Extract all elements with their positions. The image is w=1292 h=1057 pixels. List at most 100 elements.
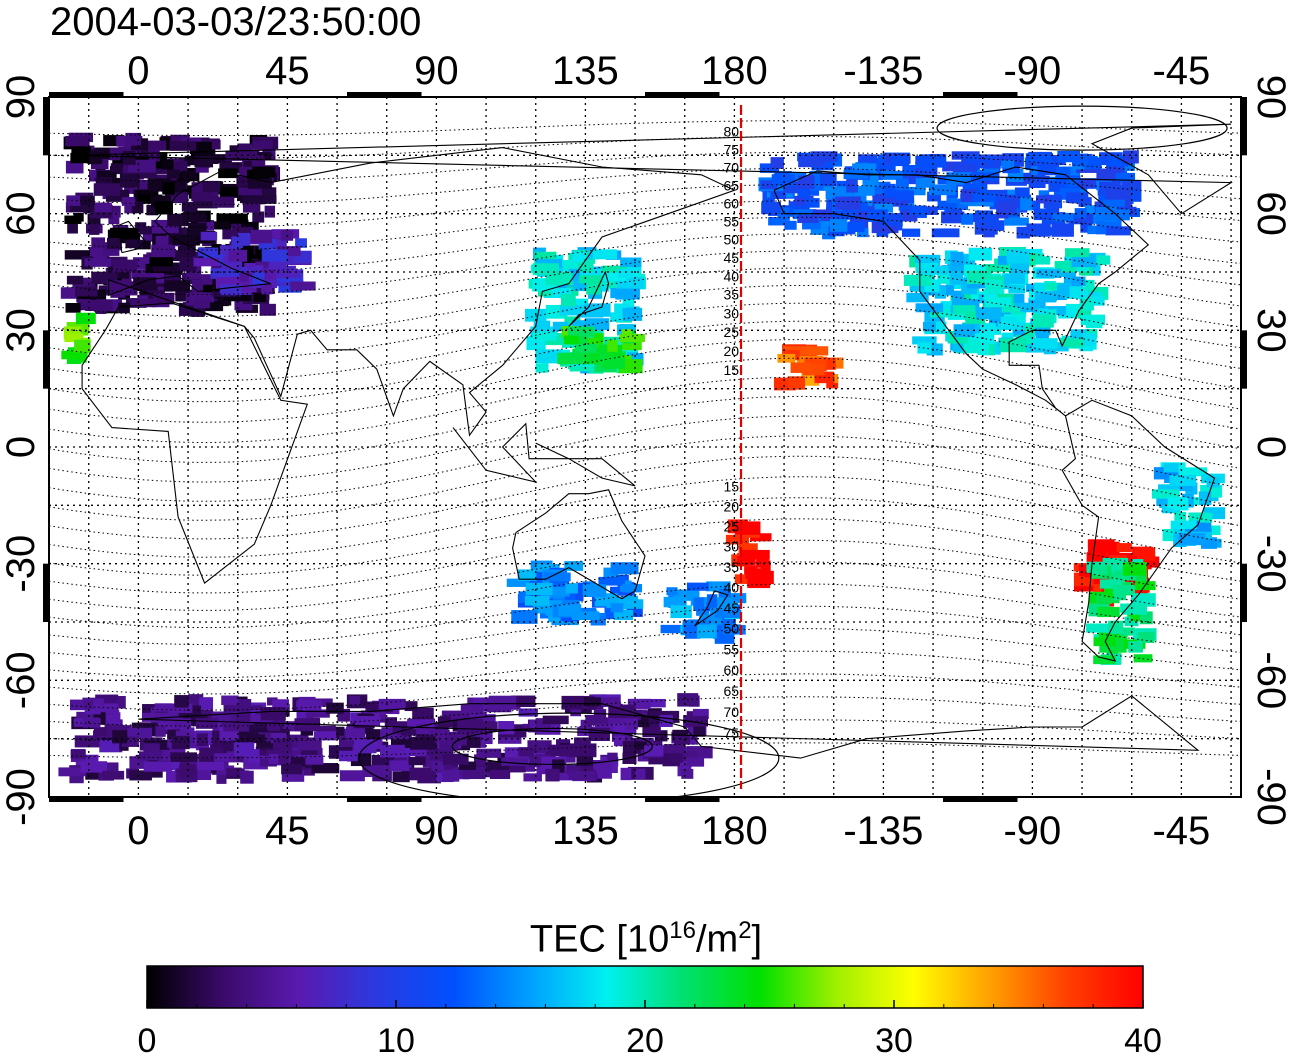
tec-cell bbox=[489, 769, 511, 779]
tec-cell bbox=[584, 303, 611, 317]
tec-cell bbox=[872, 187, 891, 198]
mlat-label: 65 bbox=[723, 177, 739, 193]
tec-cell bbox=[524, 308, 547, 322]
tec-cell bbox=[552, 321, 569, 332]
tec-cell bbox=[275, 239, 287, 248]
tec-cell bbox=[191, 182, 206, 193]
tec-cell bbox=[858, 154, 878, 163]
tec-cell bbox=[802, 363, 825, 376]
tec-cell bbox=[951, 208, 963, 221]
tec-cell bbox=[223, 723, 250, 732]
tec-cell bbox=[571, 611, 600, 621]
tec-cell bbox=[250, 229, 273, 244]
tec-cell bbox=[237, 232, 251, 246]
tec-cell bbox=[777, 353, 796, 363]
tec-cell bbox=[1008, 283, 1026, 294]
tec-cell bbox=[1006, 249, 1030, 264]
tec-cell bbox=[267, 721, 280, 731]
tec-cell bbox=[133, 277, 157, 291]
mlat-label: 65 bbox=[723, 683, 739, 699]
tec-cell bbox=[619, 333, 645, 343]
tec-cell bbox=[349, 696, 361, 706]
tec-cell bbox=[934, 286, 946, 299]
tec-cell bbox=[188, 768, 212, 781]
tec-cell bbox=[543, 287, 572, 299]
tec-cell bbox=[644, 745, 664, 757]
tec-cell bbox=[750, 533, 772, 542]
tec-cell bbox=[997, 255, 1009, 265]
tec-cell bbox=[445, 731, 467, 746]
tec-cell bbox=[228, 249, 248, 262]
tec-cell bbox=[1065, 192, 1089, 203]
tec-cell bbox=[219, 162, 243, 174]
tec-cell bbox=[794, 195, 814, 206]
tec-cell bbox=[258, 238, 278, 250]
tec-cell bbox=[295, 238, 307, 248]
tec-cell bbox=[524, 763, 536, 772]
tec-cell bbox=[915, 254, 941, 263]
tec-cell bbox=[154, 201, 173, 215]
tec-cell bbox=[741, 549, 770, 560]
tec-cell bbox=[1001, 160, 1015, 169]
tec-cell bbox=[568, 771, 597, 781]
tec-cell bbox=[852, 163, 877, 173]
tec-cell bbox=[208, 139, 221, 150]
tec-cell bbox=[564, 589, 576, 602]
tec-cell bbox=[561, 695, 585, 710]
tec-cell bbox=[121, 736, 139, 747]
tec-cell bbox=[88, 258, 112, 267]
tec-cell bbox=[233, 742, 255, 757]
tec-cell bbox=[371, 754, 395, 769]
tec-cell bbox=[610, 312, 625, 322]
mlat-contour bbox=[49, 435, 1241, 521]
tec-cell bbox=[139, 226, 152, 235]
tec-cell bbox=[749, 570, 774, 585]
tec-cell bbox=[770, 157, 784, 169]
tec-cell bbox=[191, 192, 214, 202]
tec-cell bbox=[138, 194, 163, 204]
tec-cell bbox=[589, 344, 609, 354]
tec-cell bbox=[952, 290, 965, 300]
tec-cell bbox=[1120, 627, 1135, 636]
tec-cell bbox=[952, 338, 964, 353]
mlat-contour bbox=[49, 302, 1241, 382]
tec-cell bbox=[239, 272, 256, 282]
tec-cell bbox=[576, 756, 594, 767]
tec-cell bbox=[909, 206, 924, 215]
tec-cell bbox=[234, 299, 253, 311]
tec-cell bbox=[498, 734, 522, 744]
tec-cell bbox=[301, 749, 318, 759]
tec-cell bbox=[1087, 539, 1115, 553]
tec-cell bbox=[632, 715, 650, 728]
magnetic-latitude-contours bbox=[49, 105, 1241, 797]
tec-cell bbox=[1098, 181, 1121, 191]
tec-cell bbox=[411, 737, 438, 750]
mlat-label: 55 bbox=[723, 641, 739, 657]
tec-cell bbox=[298, 766, 315, 776]
tec-cell bbox=[1096, 225, 1107, 235]
tec-cell bbox=[273, 738, 292, 750]
tec-cell bbox=[259, 303, 276, 316]
tec-cell bbox=[1087, 551, 1107, 561]
tec-cell bbox=[894, 190, 914, 201]
tec-cell bbox=[431, 761, 444, 772]
tec-cell bbox=[272, 699, 290, 711]
tec-cell bbox=[91, 237, 106, 249]
tec-cell bbox=[235, 714, 254, 726]
tec-cell bbox=[181, 170, 198, 180]
tec-cell bbox=[198, 247, 219, 257]
tec-cell bbox=[390, 739, 413, 750]
tec-cell bbox=[545, 585, 570, 597]
tec-cell bbox=[949, 270, 964, 285]
lon-tick-label-bottom: 0 bbox=[127, 809, 149, 853]
tec-cell bbox=[984, 297, 1012, 307]
tec-cell bbox=[518, 747, 534, 757]
tec-cell bbox=[1030, 166, 1042, 178]
tec-cell bbox=[102, 770, 125, 780]
tec-cell bbox=[1115, 172, 1136, 182]
tec-cell bbox=[131, 269, 152, 279]
tec-cell bbox=[219, 284, 242, 296]
tec-cell bbox=[523, 773, 542, 782]
tec-cell bbox=[163, 161, 188, 172]
